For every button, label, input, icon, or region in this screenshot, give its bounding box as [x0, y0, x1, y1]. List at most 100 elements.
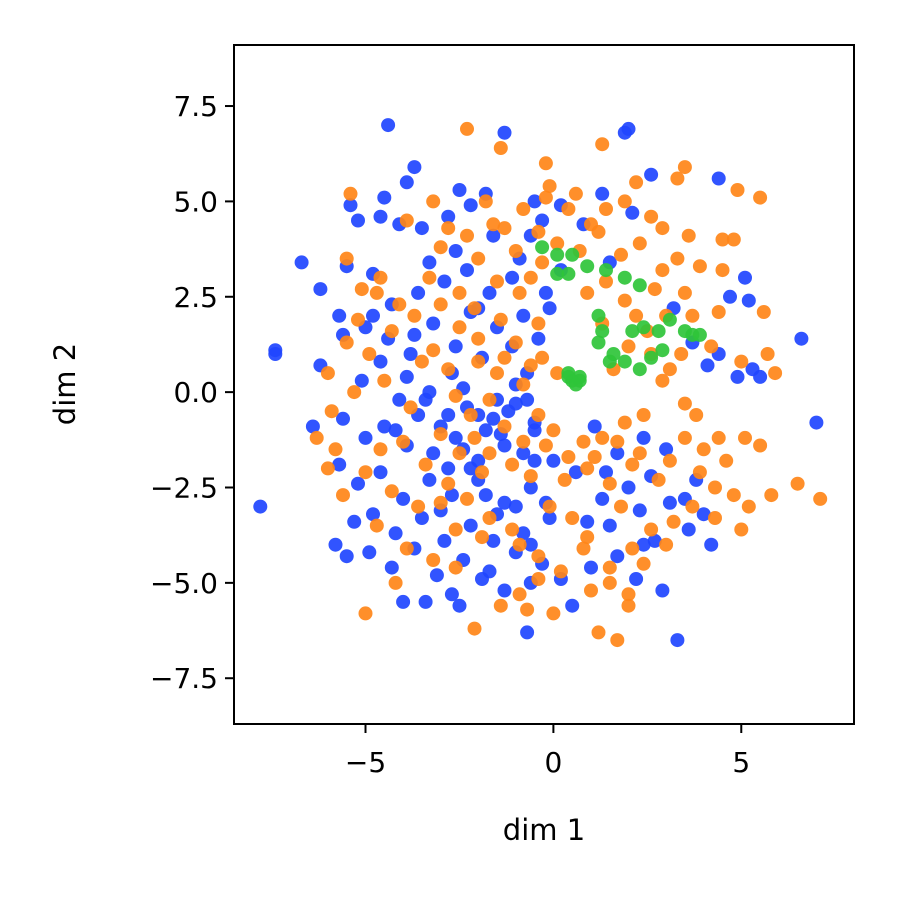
data-point [463, 408, 478, 422]
data-point [339, 549, 354, 564]
data-point [482, 511, 497, 525]
data-point [441, 461, 456, 476]
data-point [384, 560, 399, 575]
data-point [531, 572, 546, 586]
data-point [591, 308, 606, 323]
data-point [794, 331, 809, 346]
data-point [377, 190, 392, 205]
data-point [632, 278, 647, 293]
data-point [591, 335, 606, 350]
data-point [332, 457, 347, 472]
data-point [764, 488, 779, 503]
data-point [362, 347, 377, 361]
data-point [478, 423, 493, 438]
data-point [561, 202, 576, 216]
data-point [411, 285, 426, 300]
data-point [677, 285, 692, 300]
data-point [704, 339, 719, 354]
data-point [516, 526, 531, 541]
y-tick-label: −5.0 [150, 567, 218, 600]
data-point [407, 160, 422, 175]
data-point [704, 537, 719, 552]
data-point [460, 263, 474, 278]
data-point [497, 125, 512, 140]
data-point [561, 366, 576, 381]
data-point [508, 499, 523, 514]
data-point [535, 240, 550, 255]
data-point [655, 263, 670, 278]
data-point [632, 236, 647, 251]
data-point [433, 427, 448, 442]
data-point [738, 430, 752, 445]
data-point [463, 461, 478, 476]
data-point [621, 480, 636, 495]
data-point [422, 270, 437, 285]
data-point [411, 499, 426, 514]
data-point [655, 221, 670, 236]
data-point [599, 202, 613, 216]
data-point [351, 476, 365, 491]
data-point [580, 461, 595, 476]
data-point [587, 419, 602, 434]
data-point [437, 274, 452, 289]
data-point [692, 327, 707, 342]
data-point [523, 270, 538, 285]
data-point [756, 305, 771, 319]
data-point [373, 442, 388, 457]
data-point [734, 522, 749, 537]
x-tick-label: −5 [345, 746, 386, 779]
data-point [339, 335, 354, 350]
data-point [681, 522, 696, 537]
data-point [497, 221, 512, 236]
data-point [328, 537, 343, 552]
series-2 [535, 240, 707, 392]
data-point [711, 430, 726, 445]
data-point [625, 457, 640, 472]
y-axis-label: dim 2 [48, 343, 82, 425]
data-point [629, 308, 644, 323]
data-point [595, 430, 610, 445]
data-point [550, 266, 565, 281]
data-point [580, 285, 595, 300]
data-point [448, 560, 463, 575]
data-point [565, 598, 580, 613]
data-point [437, 533, 452, 548]
data-point [602, 575, 617, 590]
data-point [741, 499, 756, 514]
data-point [482, 285, 497, 300]
data-point [347, 385, 362, 400]
data-point [632, 446, 647, 461]
data-point [662, 362, 677, 377]
data-point [553, 564, 568, 579]
data-point [512, 537, 527, 552]
data-point [715, 263, 730, 278]
data-point [546, 453, 561, 468]
data-point [809, 415, 824, 430]
data-point [677, 160, 692, 175]
data-point [358, 606, 373, 621]
data-point [696, 442, 711, 457]
data-point [655, 583, 670, 598]
data-point [497, 583, 512, 598]
data-point [452, 285, 467, 300]
data-point [542, 511, 557, 525]
data-point [482, 446, 497, 461]
x-tick-label: 5 [732, 746, 750, 779]
data-point [595, 186, 610, 201]
data-point [542, 301, 557, 316]
data-point [625, 541, 640, 556]
data-point [497, 350, 512, 365]
data-point [753, 369, 768, 384]
data-point [617, 415, 632, 430]
data-point [452, 446, 467, 461]
y-tick-label: −2.5 [150, 471, 218, 504]
data-point [433, 495, 448, 510]
data-point [550, 366, 565, 381]
data-point [305, 419, 320, 434]
data-point [482, 392, 497, 407]
data-point [493, 312, 508, 327]
data-point [617, 194, 632, 209]
data-point [460, 121, 474, 136]
data-point [399, 541, 414, 556]
data-point [614, 499, 628, 514]
